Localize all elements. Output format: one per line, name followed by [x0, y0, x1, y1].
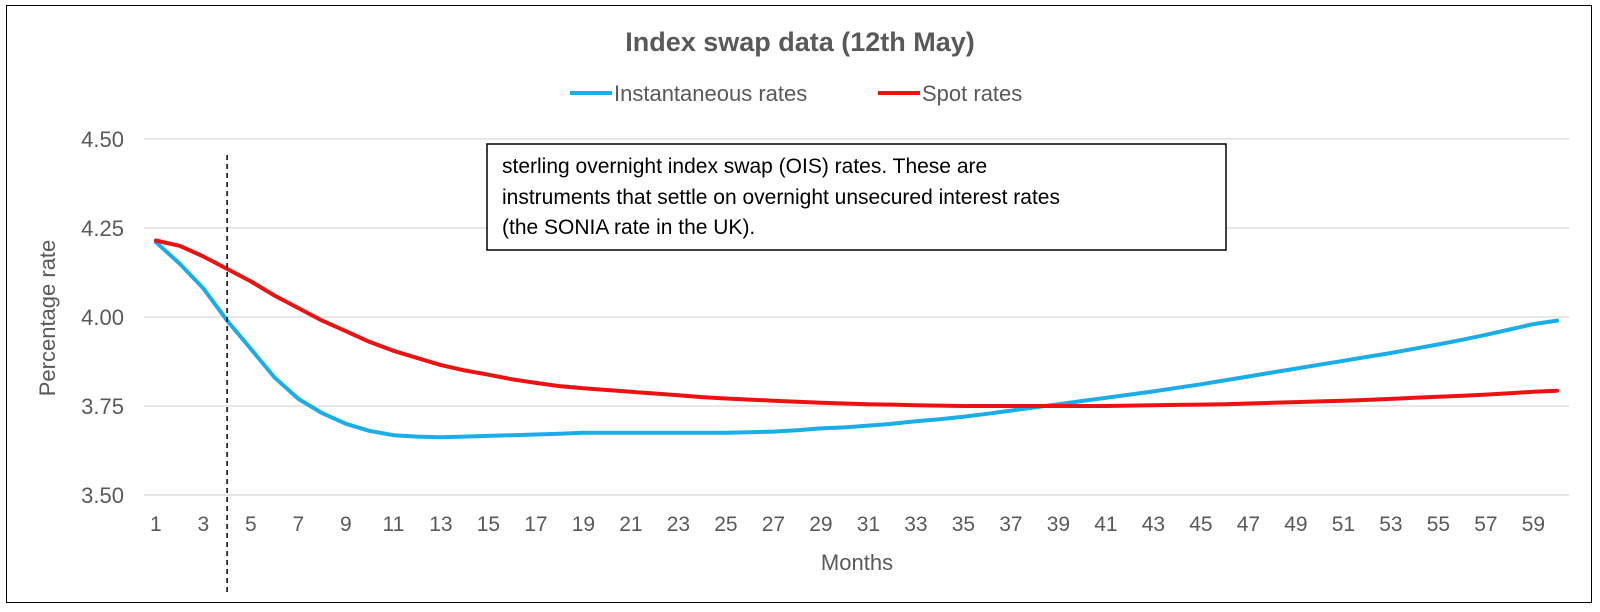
chart-title: Index swap data (12th May) [625, 27, 975, 57]
gridlines [144, 138, 1569, 496]
x-tick-label: 39 [1047, 513, 1070, 536]
x-tick-label: 5 [245, 513, 257, 536]
y-tick-labels: 3.50 3.75 4.00 4.25 4.50 [81, 127, 124, 508]
legend-label-instantaneous: Instantaneous rates [614, 81, 807, 106]
x-axis-title: Months [821, 550, 893, 575]
x-tick-label: 11 [382, 513, 404, 536]
x-tick-label: 43 [1142, 513, 1165, 536]
x-tick-label: 1 [150, 513, 162, 536]
x-tick-label: 51 [1332, 513, 1355, 536]
x-tick-label: 31 [857, 513, 880, 536]
x-tick-label: 29 [809, 513, 832, 536]
annotation-line-1: sterling overnight index swap (OIS) rate… [502, 155, 987, 178]
y-tick-label: 4.50 [81, 127, 124, 152]
x-tick-label: 41 [1094, 513, 1117, 536]
x-tick-label: 9 [340, 513, 352, 536]
y-tick-label: 4.25 [81, 216, 124, 241]
x-tick-label: 35 [952, 513, 975, 536]
y-tick-label: 3.75 [81, 394, 124, 419]
legend: Instantaneous rates Spot rates [570, 81, 1022, 106]
y-tick-label: 4.00 [81, 305, 124, 330]
x-tick-label: 15 [477, 513, 500, 536]
x-tick-label: 37 [999, 513, 1022, 536]
x-tick-labels: 1 3 5 7 9 11 13 15 17 19 21 23 25 27 29 31 33 35 37 39 41 43 4… [150, 513, 1545, 536]
x-tick-label: 59 [1522, 513, 1545, 536]
series-line-spot [153, 238, 1560, 408]
x-tick-label: 21 [619, 513, 642, 536]
x-tick-label: 17 [524, 513, 547, 536]
x-tick-label: 33 [904, 513, 927, 536]
x-tick-label: 27 [762, 513, 785, 536]
x-tick-label: 47 [1237, 513, 1260, 536]
series-line-instantaneous [153, 240, 1560, 440]
x-tick-label: 55 [1427, 513, 1450, 536]
y-tick-label: 3.50 [81, 483, 124, 508]
annotation-box: sterling overnight index swap (OIS) rate… [486, 143, 1227, 251]
legend-label-spot: Spot rates [922, 81, 1022, 106]
x-tick-label: 3 [198, 513, 210, 536]
annotation-line-2: instruments that settle on overnight uns… [502, 186, 1060, 209]
annotation-line-3: (the SONIA rate in the UK). [502, 216, 755, 239]
x-tick-label: 45 [1189, 513, 1212, 536]
annotation-border [486, 143, 1227, 251]
x-tick-label: 19 [572, 513, 595, 536]
series-lines [153, 238, 1560, 440]
chart-frame [6, 5, 1592, 603]
x-tick-label: 49 [1284, 513, 1307, 536]
x-tick-label: 7 [293, 513, 305, 536]
y-axis-title: Percentage rate [35, 240, 60, 397]
x-tick-label: 25 [714, 513, 737, 536]
x-tick-label: 13 [429, 513, 452, 536]
x-tick-label: 53 [1379, 513, 1402, 536]
x-tick-label: 57 [1474, 513, 1497, 536]
x-tick-label: 23 [667, 513, 690, 536]
